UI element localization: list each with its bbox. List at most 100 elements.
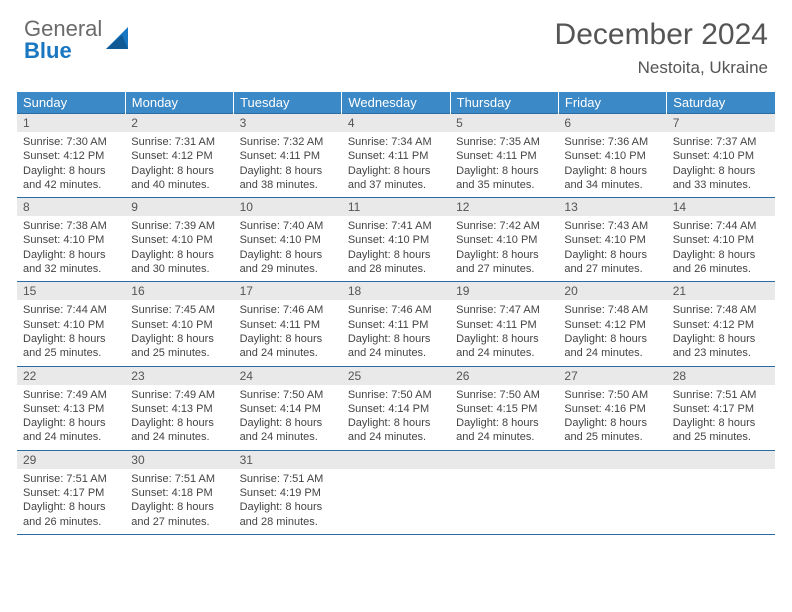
sunrise-line: Sunrise: 7:44 AM xyxy=(23,303,119,317)
sunset-line: Sunset: 4:12 PM xyxy=(673,318,769,332)
calendar-day-cell: 25Sunrise: 7:50 AMSunset: 4:14 PMDayligh… xyxy=(342,366,450,450)
day-details: Sunrise: 7:51 AMSunset: 4:17 PMDaylight:… xyxy=(667,385,775,450)
sunset-line: Sunset: 4:11 PM xyxy=(240,149,336,163)
daylight-line: Daylight: 8 hours and 27 minutes. xyxy=(456,248,552,277)
day-details: Sunrise: 7:50 AMSunset: 4:14 PMDaylight:… xyxy=(342,385,450,450)
day-number: 12 xyxy=(450,198,558,216)
logo-word-blue: Blue xyxy=(24,38,72,63)
day-number: 22 xyxy=(17,367,125,385)
day-number: 4 xyxy=(342,114,450,132)
calendar-day-cell: 28Sunrise: 7:51 AMSunset: 4:17 PMDayligh… xyxy=(667,366,775,450)
sunset-line: Sunset: 4:12 PM xyxy=(131,149,227,163)
sunrise-line: Sunrise: 7:51 AM xyxy=(131,472,227,486)
sunset-line: Sunset: 4:11 PM xyxy=(348,318,444,332)
sunset-line: Sunset: 4:14 PM xyxy=(348,402,444,416)
header: General Blue December 2024 Nestoita, Ukr… xyxy=(0,0,792,86)
daylight-line: Daylight: 8 hours and 38 minutes. xyxy=(240,164,336,193)
daylight-line: Daylight: 8 hours and 24 minutes. xyxy=(240,416,336,445)
calendar-day-cell xyxy=(342,450,450,534)
calendar-day-cell: 20Sunrise: 7:48 AMSunset: 4:12 PMDayligh… xyxy=(558,282,666,366)
logo: General Blue xyxy=(24,18,132,62)
daylight-line: Daylight: 8 hours and 27 minutes. xyxy=(564,248,660,277)
calendar-day-cell: 19Sunrise: 7:47 AMSunset: 4:11 PMDayligh… xyxy=(450,282,558,366)
day-details: Sunrise: 7:30 AMSunset: 4:12 PMDaylight:… xyxy=(17,132,125,197)
day-number: 23 xyxy=(125,367,233,385)
sunset-line: Sunset: 4:14 PM xyxy=(240,402,336,416)
calendar-day-cell: 6Sunrise: 7:36 AMSunset: 4:10 PMDaylight… xyxy=(558,114,666,198)
sunrise-line: Sunrise: 7:50 AM xyxy=(240,388,336,402)
daylight-line: Daylight: 8 hours and 25 minutes. xyxy=(23,332,119,361)
sunrise-line: Sunrise: 7:36 AM xyxy=(564,135,660,149)
daylight-line: Daylight: 8 hours and 28 minutes. xyxy=(240,500,336,529)
daylight-line: Daylight: 8 hours and 24 minutes. xyxy=(131,416,227,445)
calendar-day-cell: 12Sunrise: 7:42 AMSunset: 4:10 PMDayligh… xyxy=(450,198,558,282)
calendar-day-cell: 26Sunrise: 7:50 AMSunset: 4:15 PMDayligh… xyxy=(450,366,558,450)
day-number: 19 xyxy=(450,282,558,300)
sunset-line: Sunset: 4:10 PM xyxy=(23,318,119,332)
day-details: Sunrise: 7:50 AMSunset: 4:14 PMDaylight:… xyxy=(234,385,342,450)
day-details: Sunrise: 7:32 AMSunset: 4:11 PMDaylight:… xyxy=(234,132,342,197)
calendar-day-cell: 8Sunrise: 7:38 AMSunset: 4:10 PMDaylight… xyxy=(17,198,125,282)
day-details: Sunrise: 7:43 AMSunset: 4:10 PMDaylight:… xyxy=(558,216,666,281)
day-number: 15 xyxy=(17,282,125,300)
daylight-line: Daylight: 8 hours and 24 minutes. xyxy=(456,416,552,445)
sunrise-line: Sunrise: 7:48 AM xyxy=(564,303,660,317)
day-details: Sunrise: 7:44 AMSunset: 4:10 PMDaylight:… xyxy=(17,300,125,365)
calendar-week-row: 1Sunrise: 7:30 AMSunset: 4:12 PMDaylight… xyxy=(17,114,775,198)
sunset-line: Sunset: 4:10 PM xyxy=(564,233,660,247)
day-details: Sunrise: 7:42 AMSunset: 4:10 PMDaylight:… xyxy=(450,216,558,281)
day-details: Sunrise: 7:51 AMSunset: 4:19 PMDaylight:… xyxy=(234,469,342,534)
calendar-week-row: 15Sunrise: 7:44 AMSunset: 4:10 PMDayligh… xyxy=(17,282,775,366)
sunset-line: Sunset: 4:11 PM xyxy=(456,318,552,332)
weekday-header: Thursday xyxy=(450,92,558,114)
day-details: Sunrise: 7:49 AMSunset: 4:13 PMDaylight:… xyxy=(17,385,125,450)
sunrise-line: Sunrise: 7:41 AM xyxy=(348,219,444,233)
day-details: Sunrise: 7:46 AMSunset: 4:11 PMDaylight:… xyxy=(234,300,342,365)
sunrise-line: Sunrise: 7:31 AM xyxy=(131,135,227,149)
day-number: 1 xyxy=(17,114,125,132)
weekday-header: Saturday xyxy=(667,92,775,114)
calendar-day-cell: 4Sunrise: 7:34 AMSunset: 4:11 PMDaylight… xyxy=(342,114,450,198)
location-subtitle: Nestoita, Ukraine xyxy=(555,58,768,78)
day-details: Sunrise: 7:51 AMSunset: 4:18 PMDaylight:… xyxy=(125,469,233,534)
day-number: 3 xyxy=(234,114,342,132)
daylight-line: Daylight: 8 hours and 34 minutes. xyxy=(564,164,660,193)
calendar-week-row: 22Sunrise: 7:49 AMSunset: 4:13 PMDayligh… xyxy=(17,366,775,450)
day-number: 30 xyxy=(125,451,233,469)
sunrise-line: Sunrise: 7:49 AM xyxy=(131,388,227,402)
sunset-line: Sunset: 4:10 PM xyxy=(131,233,227,247)
sunrise-line: Sunrise: 7:39 AM xyxy=(131,219,227,233)
day-details: Sunrise: 7:38 AMSunset: 4:10 PMDaylight:… xyxy=(17,216,125,281)
day-details: Sunrise: 7:31 AMSunset: 4:12 PMDaylight:… xyxy=(125,132,233,197)
sunrise-line: Sunrise: 7:51 AM xyxy=(240,472,336,486)
calendar-day-cell: 27Sunrise: 7:50 AMSunset: 4:16 PMDayligh… xyxy=(558,366,666,450)
sunset-line: Sunset: 4:17 PM xyxy=(23,486,119,500)
day-details: Sunrise: 7:41 AMSunset: 4:10 PMDaylight:… xyxy=(342,216,450,281)
day-details: Sunrise: 7:51 AMSunset: 4:17 PMDaylight:… xyxy=(17,469,125,534)
day-details: Sunrise: 7:49 AMSunset: 4:13 PMDaylight:… xyxy=(125,385,233,450)
sunrise-line: Sunrise: 7:46 AM xyxy=(240,303,336,317)
sunset-line: Sunset: 4:10 PM xyxy=(23,233,119,247)
calendar-week-row: 8Sunrise: 7:38 AMSunset: 4:10 PMDaylight… xyxy=(17,198,775,282)
weekday-header: Monday xyxy=(125,92,233,114)
sunrise-line: Sunrise: 7:35 AM xyxy=(456,135,552,149)
daylight-line: Daylight: 8 hours and 29 minutes. xyxy=(240,248,336,277)
day-number: 27 xyxy=(558,367,666,385)
sunrise-line: Sunrise: 7:50 AM xyxy=(348,388,444,402)
sunrise-line: Sunrise: 7:46 AM xyxy=(348,303,444,317)
calendar-day-cell: 3Sunrise: 7:32 AMSunset: 4:11 PMDaylight… xyxy=(234,114,342,198)
day-details: Sunrise: 7:35 AMSunset: 4:11 PMDaylight:… xyxy=(450,132,558,197)
daylight-line: Daylight: 8 hours and 25 minutes. xyxy=(564,416,660,445)
calendar-day-cell: 11Sunrise: 7:41 AMSunset: 4:10 PMDayligh… xyxy=(342,198,450,282)
logo-sail-icon xyxy=(104,25,132,56)
calendar-day-cell: 7Sunrise: 7:37 AMSunset: 4:10 PMDaylight… xyxy=(667,114,775,198)
day-number: 2 xyxy=(125,114,233,132)
sunrise-line: Sunrise: 7:38 AM xyxy=(23,219,119,233)
weekday-header: Tuesday xyxy=(234,92,342,114)
calendar-day-cell: 2Sunrise: 7:31 AMSunset: 4:12 PMDaylight… xyxy=(125,114,233,198)
calendar-day-cell xyxy=(667,450,775,534)
day-number: 9 xyxy=(125,198,233,216)
day-details: Sunrise: 7:37 AMSunset: 4:10 PMDaylight:… xyxy=(667,132,775,197)
daylight-line: Daylight: 8 hours and 27 minutes. xyxy=(131,500,227,529)
day-details: Sunrise: 7:36 AMSunset: 4:10 PMDaylight:… xyxy=(558,132,666,197)
